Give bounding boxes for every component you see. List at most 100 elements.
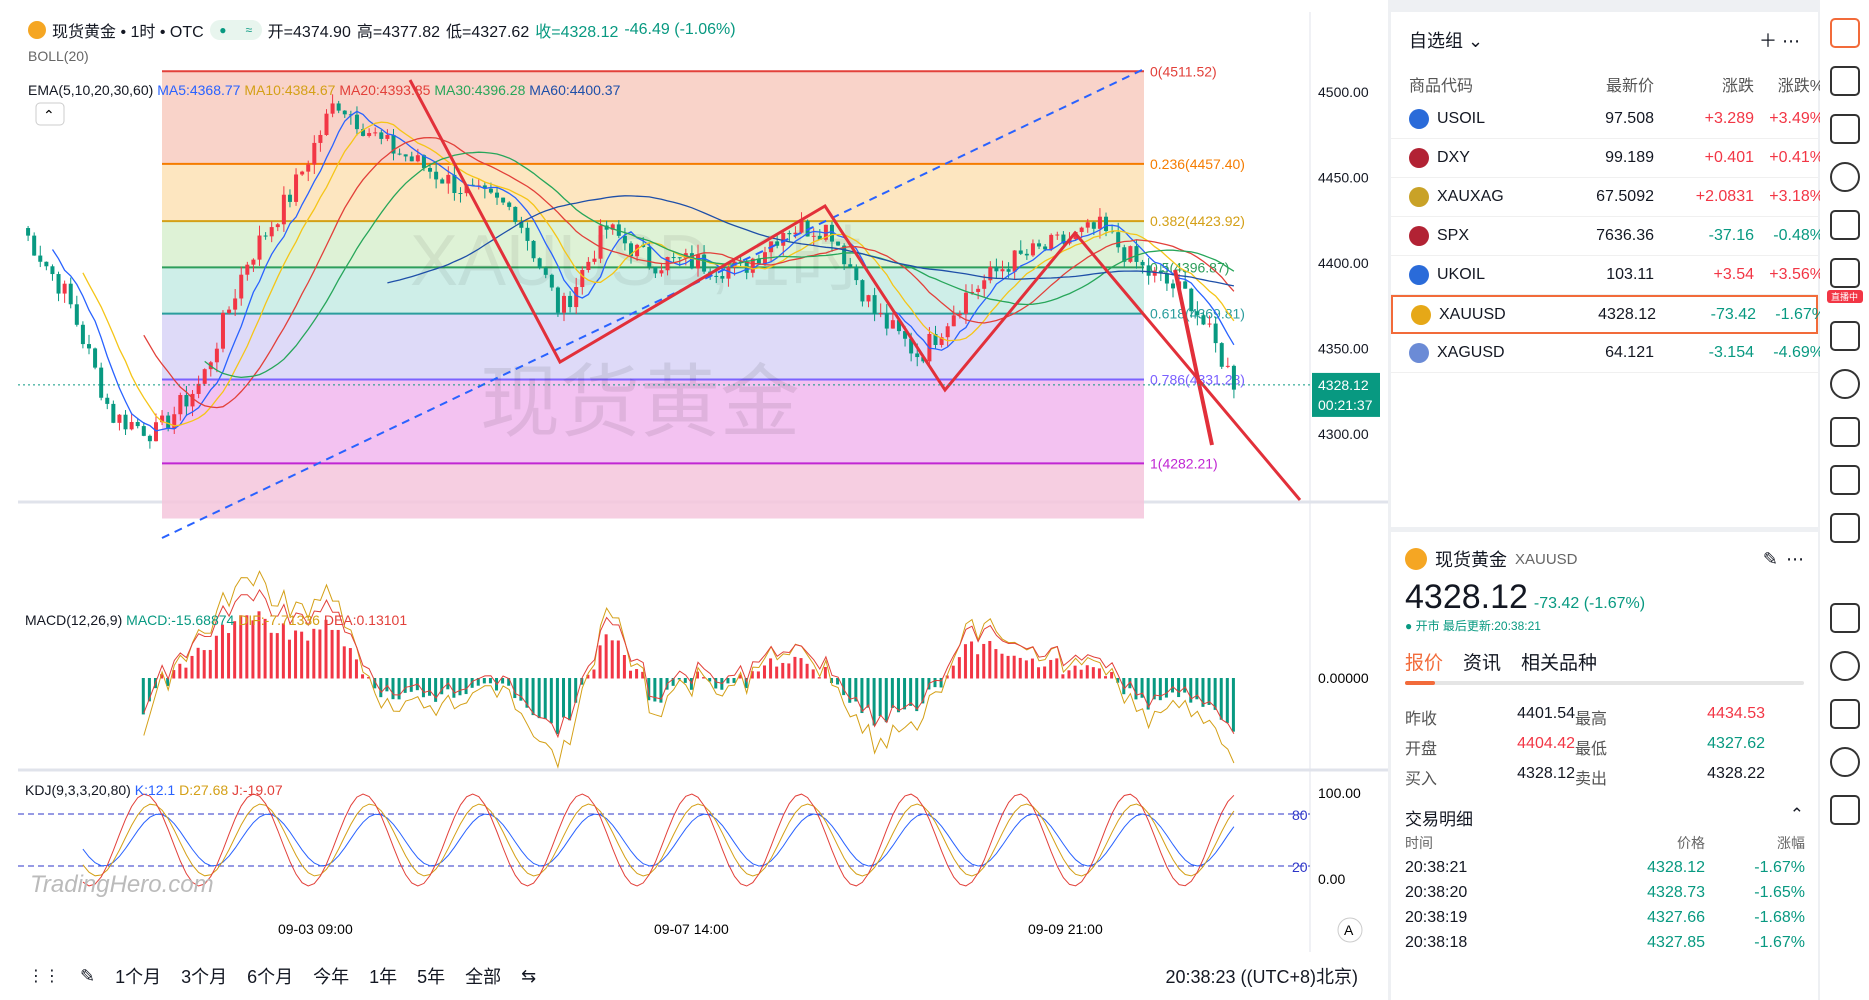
news-icon[interactable] xyxy=(1829,66,1860,96)
support-icon[interactable] xyxy=(1829,747,1860,777)
candle-body xyxy=(726,267,731,279)
add-icon[interactable]: ＋ xyxy=(1758,31,1777,51)
tab-related[interactable]: 相关品种 xyxy=(1521,653,1598,674)
row-price: 97.508 xyxy=(1605,110,1654,127)
tab-quote[interactable]: 报价 xyxy=(1405,653,1444,674)
candle-body xyxy=(1055,234,1060,236)
candle-body xyxy=(635,244,640,257)
more-icon[interactable]: ⋯ xyxy=(1782,31,1800,51)
watchlist-row-xagusd[interactable]: XAGUSD 64.121 -3.154 -4.69% xyxy=(1391,334,1824,373)
watchlist-row-spx[interactable]: SPX 7636.36 -37.16 -0.48% xyxy=(1391,217,1824,256)
more-icon[interactable]: ⋯ xyxy=(1786,548,1804,569)
candle-body xyxy=(957,313,962,316)
range-3m[interactable]: 3个月 xyxy=(181,967,228,987)
wave-icon: ≈ xyxy=(245,23,253,37)
macd-bar xyxy=(348,648,352,679)
macd-bar xyxy=(714,678,718,689)
col-price[interactable]: 最新价 xyxy=(1605,78,1654,95)
ma-line-10 xyxy=(82,121,1235,427)
macd-bar xyxy=(342,646,346,679)
macd-bar xyxy=(245,615,249,679)
range-1y[interactable]: 1年 xyxy=(369,967,398,987)
macd-bar xyxy=(683,678,687,683)
range-6m[interactable]: 6个月 xyxy=(247,967,294,987)
trades-title: 交易明细 xyxy=(1405,810,1473,829)
tab-news[interactable]: 资讯 xyxy=(1463,653,1502,674)
ma-line-5 xyxy=(51,110,1235,432)
macd-bar xyxy=(403,678,407,693)
candle-body xyxy=(1201,315,1206,325)
detail-header: 现货黄金 XAUUSD ✎ ⋯ xyxy=(1391,532,1818,572)
fib-label-6: 1(4282.21) xyxy=(1150,455,1218,471)
ma-line-60 xyxy=(387,195,1235,287)
live-badge: 直播中 xyxy=(1826,290,1863,303)
watchlist-row-dxy[interactable]: DXY 99.189 +0.401 +0.41% xyxy=(1391,139,1824,178)
macd-bar xyxy=(1116,678,1120,683)
candle-body xyxy=(811,235,816,237)
academy-icon[interactable] xyxy=(1829,417,1860,447)
expand-icon[interactable] xyxy=(1829,795,1860,825)
compare-icon[interactable] xyxy=(1829,603,1860,633)
col-pct[interactable]: 涨跌% xyxy=(1777,78,1824,95)
kdj-legend[interactable]: KDJ(9,3,3,20,80) K:12.1 D:27.68 J:-19.07 xyxy=(25,782,283,798)
eye-icon[interactable] xyxy=(1829,651,1860,681)
macd-bar xyxy=(622,655,626,679)
chat-icon[interactable] xyxy=(1829,321,1860,351)
watchlist-row-xauusd[interactable]: XAUUSD 4328.12 -73.42 -1.67% xyxy=(1391,295,1826,334)
network-icon[interactable] xyxy=(1829,513,1860,543)
k-value: K:12.1 xyxy=(134,782,176,798)
watchlist-row-xauxag[interactable]: XAUXAG 67.5092 +2.0831 +3.18% xyxy=(1391,178,1824,217)
candle-body xyxy=(531,240,536,259)
ema-legend[interactable]: EMA(5,10,20,30,60) MA5:4368.77 MA10:4384… xyxy=(28,82,620,98)
watchlist-title[interactable]: 自选组 ⌄ xyxy=(1409,31,1484,51)
macd-bar xyxy=(1043,666,1047,679)
compare-icon[interactable]: ⇆ xyxy=(521,965,537,986)
col-change[interactable]: 涨跌 xyxy=(1721,78,1754,95)
trade-price: 4328.12 xyxy=(1647,858,1705,876)
chart-panel[interactable]: 0(4511.52) 0.236(4457.40) 0.382(4423.92) 0.… xyxy=(0,0,1388,1000)
collapse-icon[interactable]: ⌃ xyxy=(1789,805,1804,824)
col-trade-price: 价格 xyxy=(1677,834,1705,851)
macd-bar xyxy=(1122,678,1126,695)
macd-bar xyxy=(464,678,468,695)
candle-body xyxy=(129,422,134,430)
video-icon[interactable] xyxy=(1829,258,1860,288)
edit-icon[interactable]: ✎ xyxy=(1762,548,1778,569)
table-icon[interactable] xyxy=(1829,465,1860,495)
trade-time: 20:38:19 xyxy=(1405,908,1468,926)
boll-label[interactable]: BOLL(20) xyxy=(28,48,89,64)
candle-body xyxy=(647,247,652,267)
col-symbol[interactable]: 商品代码 xyxy=(1409,78,1474,95)
macd-bar xyxy=(744,678,748,689)
macd-bar xyxy=(373,678,377,689)
bell-icon[interactable] xyxy=(1829,162,1860,192)
market-status-pill[interactable]: ● ≈ xyxy=(209,20,262,40)
layers-icon[interactable] xyxy=(1829,210,1860,240)
range-ytd[interactable]: 今年 xyxy=(313,967,350,987)
range-all[interactable]: 全部 xyxy=(465,967,502,987)
alarm-icon[interactable] xyxy=(1829,18,1860,48)
macd-bar xyxy=(318,629,322,679)
macd-bar xyxy=(781,662,785,679)
draw-tool-icon[interactable]: ✎ xyxy=(80,965,96,986)
macd-legend[interactable]: MACD(12,26,9) MACD:-15.68874 DIF:-7.7133… xyxy=(25,612,407,628)
macd-bar xyxy=(166,678,170,686)
ema-ma10: MA10:4384.67 xyxy=(244,82,336,98)
watchlist-row-ukoil[interactable]: UKOIL 103.11 +3.54 +3.56% xyxy=(1391,256,1824,295)
clock[interactable]: 20:38:23 ((UTC+8)北京) xyxy=(1165,967,1358,987)
candle-body xyxy=(342,110,347,115)
watchlist-row-usoil[interactable]: USOIL 97.508 +3.289 +3.49% xyxy=(1391,100,1824,139)
handshake-icon[interactable] xyxy=(1829,699,1860,729)
signal-icon[interactable] xyxy=(1829,369,1860,399)
price-chart[interactable]: 0(4511.52) 0.236(4457.40) 0.382(4423.92) 0.… xyxy=(0,0,1388,1000)
macd-bar xyxy=(184,667,188,679)
candle-body xyxy=(549,274,554,288)
col-time: 时间 xyxy=(1405,834,1433,851)
calendar-icon[interactable] xyxy=(1829,114,1860,144)
candle-body xyxy=(421,155,426,168)
range-1m[interactable]: 1个月 xyxy=(115,967,162,987)
candle-body xyxy=(781,232,786,246)
range-5y[interactable]: 5年 xyxy=(417,967,446,987)
symbol-title[interactable]: 现货黄金 • 1时 • OTC xyxy=(52,24,204,41)
drag-icon[interactable]: ⋮⋮ xyxy=(28,968,60,985)
